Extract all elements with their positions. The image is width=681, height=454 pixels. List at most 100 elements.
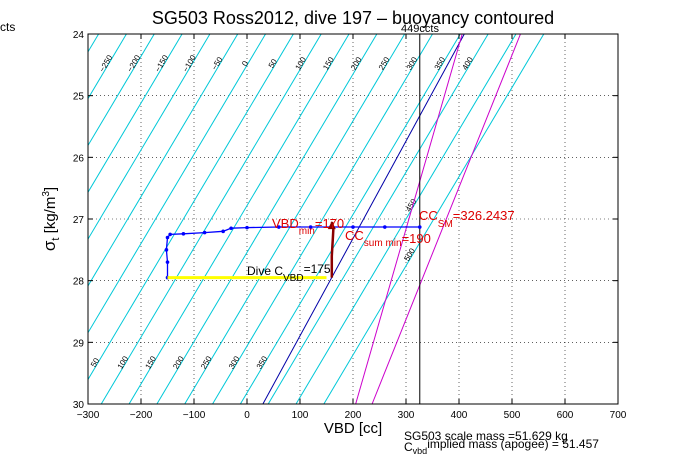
annotation-cc-sum-min: CCsum min=190 (345, 228, 431, 249)
y-axis-label-sup: 3 (41, 191, 52, 197)
contour-label: −100 (181, 53, 198, 74)
contour-label: 200 (349, 55, 364, 72)
contour-line (88, 34, 183, 194)
buoyancy-contours (0, 34, 545, 404)
reference-lines (262, 34, 521, 404)
y-tick-label: 28 (73, 277, 85, 288)
scale-mass-note: SG503 scale mass =51.629 kg (404, 429, 568, 443)
x-tick-label: 200 (345, 410, 362, 421)
reference-line (262, 34, 465, 404)
series-point (164, 248, 169, 252)
series-point (165, 260, 170, 264)
vbd-min-sub: min (299, 226, 315, 237)
cc-sm-sub: SM (438, 219, 453, 230)
y-tick-label: 30 (73, 400, 85, 411)
reference-line (371, 34, 521, 404)
x-tick-label: −100 (183, 410, 206, 421)
implied-mass-note: Cvbdimplied mass (apogee) = 51.457 (404, 437, 599, 454)
contour-line (184, 34, 406, 404)
contour-label: −50 (210, 55, 225, 72)
contour-label: 0 (240, 59, 250, 68)
cc-sum-min-sub: sum min (364, 238, 402, 249)
vbd-min-value: =170 (315, 216, 344, 231)
dive-cvbd-main: Dive C (247, 264, 283, 278)
contour-label: 50 (267, 57, 280, 70)
series-point (383, 225, 387, 229)
series-point (168, 232, 172, 237)
contour-line (0, 34, 43, 404)
contour-label: 250 (377, 55, 392, 72)
contour-label: 400 (460, 55, 475, 72)
y-tick-label: 25 (73, 92, 85, 103)
y-tick-label: 24 (73, 30, 85, 41)
x-tick-label: 700 (610, 410, 627, 421)
cc-sm-main: CC (419, 208, 438, 223)
y-axis-label-units: [kg/m (42, 197, 59, 238)
y-tick-label: 26 (73, 153, 85, 164)
series-point (308, 225, 313, 229)
reference-line (355, 34, 463, 404)
x-tick-label: 100 (292, 410, 309, 421)
contour-label: 250 (199, 354, 214, 371)
annotation-cc-sm: CCSM=326.2437 (419, 208, 515, 230)
dive-cvbd-sub: VBD (283, 273, 304, 284)
contour-line (88, 34, 211, 241)
y-axis-label: σt [kg/m3] (40, 187, 62, 251)
contour-label: 350 (255, 354, 270, 371)
x-tick-label: 600 (557, 410, 574, 421)
contour-line (128, 34, 350, 404)
series-point (351, 225, 355, 229)
contour-line (88, 34, 127, 100)
implied-mass-rest: implied mass (apogee) = 51.457 (427, 437, 599, 451)
contour-line (156, 34, 378, 404)
x-axis-label: VBD [cc] (324, 420, 382, 437)
cc-sm-value: =326.2437 (453, 208, 515, 223)
contour-line (295, 34, 517, 404)
x-tick-label: −300 (77, 410, 100, 421)
x-tick-label: 300 (398, 410, 415, 421)
chart-title: SG503 Ross2012, dive 197 – buoyancy cont… (152, 8, 554, 28)
x-tick-label: 400 (451, 410, 468, 421)
series-point (221, 229, 225, 234)
series-point (229, 226, 233, 231)
vbd-min-main: VBD (272, 216, 299, 231)
grid-lines (88, 34, 618, 404)
y-axis-label-main: σ (40, 240, 59, 251)
contour-line (239, 34, 461, 404)
contour-label: 50 (89, 356, 102, 369)
contour-label: 200 (171, 354, 186, 371)
contour-line (323, 34, 545, 404)
contour-label: 150 (321, 55, 336, 72)
x-tick-label: 0 (244, 410, 250, 421)
contour-line (212, 34, 433, 404)
y-tick-label: 27 (73, 215, 85, 226)
cc-sum-min-main: CC (345, 228, 364, 243)
implied-mass-sub: vbd (413, 446, 428, 454)
contour-line (88, 34, 294, 381)
annotation-dive-cvbd: Dive CVBD=175 (247, 262, 331, 284)
dive-cvbd-value: =175 (304, 262, 331, 276)
contour-line (267, 34, 489, 404)
contour-line (88, 34, 266, 334)
contour-line (0, 34, 15, 404)
contour-label: 500 (402, 246, 417, 263)
contour-label: 100 (293, 55, 308, 72)
series-point (277, 225, 281, 229)
dive-series (164, 221, 422, 280)
x-tick-label: 500 (504, 410, 521, 421)
x-tick-label: −200 (130, 410, 153, 421)
contour-line (88, 34, 155, 147)
cc-sum-min-value: =190 (402, 231, 431, 246)
series-point (202, 230, 207, 235)
series-line (165, 226, 420, 278)
y-tick-label: 29 (73, 338, 85, 349)
y-axis-label-close: ] (42, 187, 59, 191)
contour-label: 150 (143, 354, 158, 371)
series-point (165, 235, 170, 240)
series-point (181, 232, 186, 236)
contour-line (0, 34, 71, 404)
contour-label: 300 (405, 55, 420, 72)
annotation-vbd-min: VBDmin=170 (272, 216, 344, 237)
contour-label: −150 (153, 53, 170, 74)
